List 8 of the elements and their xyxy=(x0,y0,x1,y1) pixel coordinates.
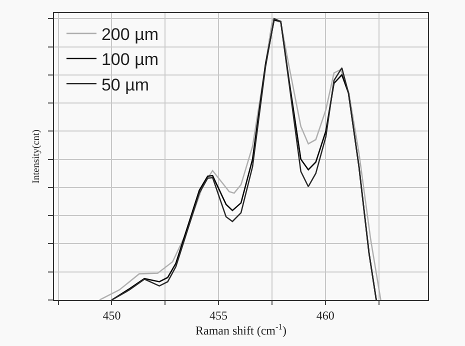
x-tick-label: 455 xyxy=(210,308,228,322)
legend-label: 50 µm xyxy=(101,75,150,94)
y-axis-title: Intensity(cnt) xyxy=(31,130,42,184)
x-tick-label: 450 xyxy=(102,308,121,322)
legend-label: 200 µm xyxy=(101,25,159,44)
x-tick-label: 460 xyxy=(316,308,334,322)
legend-label: 100 µm xyxy=(101,50,159,70)
x-axis-title: Raman shift (cm$^{-1}$) xyxy=(196,322,286,338)
